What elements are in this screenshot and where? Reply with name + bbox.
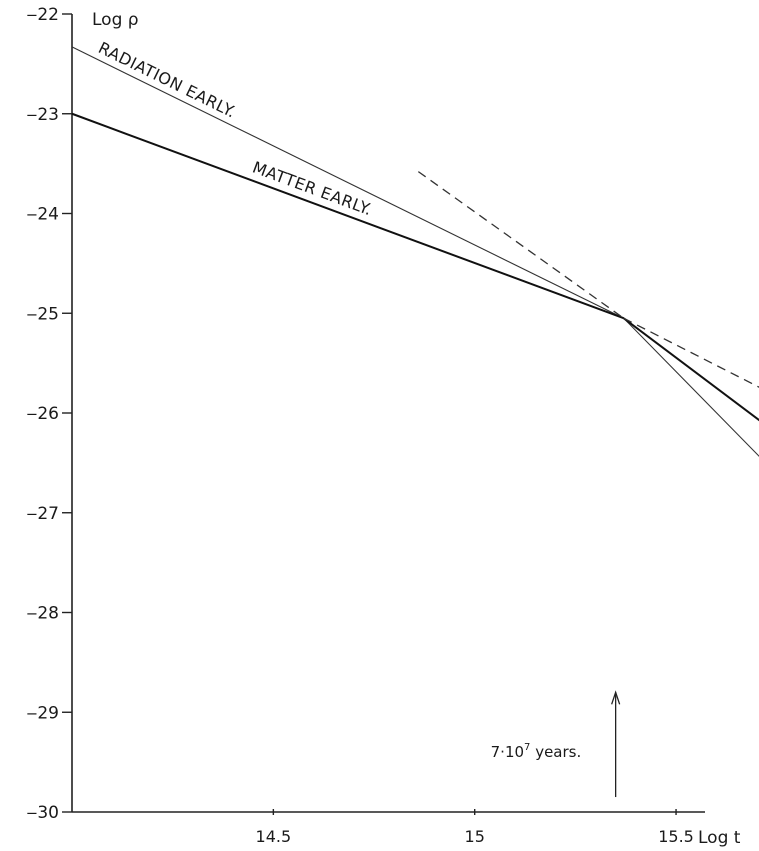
y-axis-title: Log ρ	[92, 10, 139, 30]
y-tick-label: ‒25	[27, 304, 59, 324]
y-tick-label: ‒30	[27, 803, 59, 823]
y-tick-label: ‒29	[27, 703, 59, 723]
x-tick-label: 14.5	[256, 827, 292, 846]
annotations: 7·107 years.3.5·109 years.(PRESENT.)	[491, 690, 621, 798]
x-tick-label: 15.5	[658, 827, 694, 846]
axes	[71, 14, 705, 813]
y-ticks: ‒22 ‒23 ‒24 ‒25 ‒26 ‒27 ‒28 ‒29 ‒30	[27, 5, 72, 823]
line-label: MATTER EARLY.	[250, 158, 375, 220]
y-tick-label: ‒26	[27, 404, 59, 424]
series-line-2	[623, 317, 759, 457]
series-line-4	[417, 171, 625, 319]
y-tick-label: ‒28	[27, 604, 59, 624]
series-line-0	[71, 46, 624, 319]
y-tick-label: ‒22	[27, 5, 59, 25]
x-tick-label: 15	[465, 827, 485, 846]
y-tick-label: ‒23	[27, 105, 59, 125]
series-line-1	[71, 112, 625, 320]
y-tick-label: ‒24	[27, 205, 59, 225]
series-layer	[71, 46, 759, 457]
x-axis-title: Log t	[698, 828, 741, 848]
annotation-arrow-head	[611, 690, 621, 705]
line-label: RADIATION EARLY.	[95, 38, 239, 122]
series-line-5	[623, 317, 759, 388]
annotation-text: 7·107 years.	[491, 742, 582, 761]
y-tick-label: ‒27	[27, 504, 59, 524]
series-line-3	[623, 317, 759, 422]
